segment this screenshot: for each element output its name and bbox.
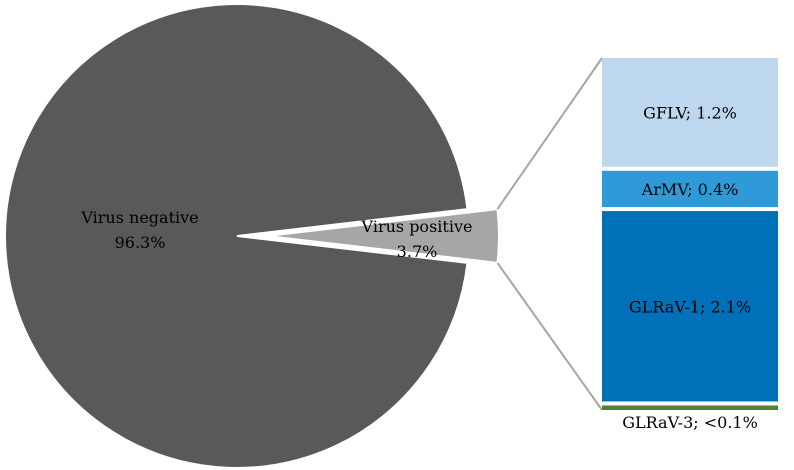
- pie-label-negative-name: Virus negative: [80, 208, 198, 227]
- bar-segment-label-1: ArMV; 0.4%: [641, 180, 739, 199]
- bar-segment-3: [602, 405, 778, 410]
- pie-label-positive-name: Virus positive: [361, 217, 473, 236]
- pie-slice-virus-positive: [266, 207, 500, 265]
- pie-label-negative-value: 96.3%: [115, 233, 166, 252]
- bar-segment-label-0: GFLV; 1.2%: [643, 103, 737, 122]
- pie-label-positive-value: 3.7%: [397, 242, 438, 261]
- bar-segment-0: [602, 58, 778, 167]
- connector-line-top: [496, 57, 603, 210]
- bar-segment-label-2: GLRaV-1; 2.1%: [629, 297, 751, 316]
- connector-line-bottom: [496, 262, 603, 411]
- bar-segment-1: [602, 170, 778, 208]
- bar-segment-label-3: GLRaV-3; <0.1%: [622, 413, 758, 432]
- pie-slice-virus-negative: [4, 3, 469, 469]
- bar-segment-2: [602, 211, 778, 402]
